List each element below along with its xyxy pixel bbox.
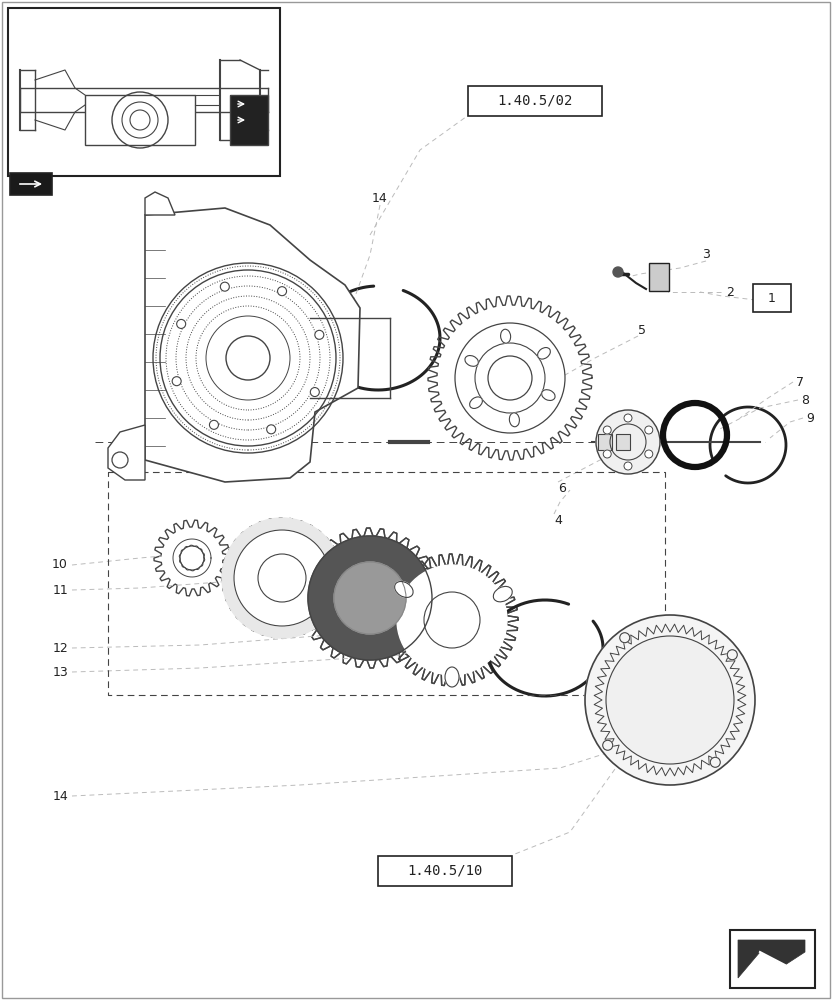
Circle shape: [603, 450, 612, 458]
Circle shape: [602, 740, 612, 750]
Text: 10: 10: [52, 558, 68, 572]
Circle shape: [310, 388, 319, 397]
Circle shape: [645, 426, 653, 434]
FancyBboxPatch shape: [598, 434, 612, 450]
Text: 2: 2: [726, 286, 734, 298]
Ellipse shape: [394, 581, 414, 597]
Circle shape: [308, 536, 432, 660]
FancyBboxPatch shape: [85, 95, 195, 145]
Circle shape: [645, 450, 653, 458]
Polygon shape: [145, 192, 175, 215]
Circle shape: [711, 757, 721, 767]
Circle shape: [727, 650, 737, 660]
Circle shape: [222, 518, 342, 638]
Circle shape: [278, 287, 286, 296]
Polygon shape: [108, 425, 145, 480]
Ellipse shape: [509, 413, 519, 427]
Text: 1: 1: [768, 292, 776, 304]
Text: 11: 11: [52, 584, 68, 596]
Circle shape: [603, 426, 612, 434]
Ellipse shape: [445, 667, 459, 687]
Ellipse shape: [469, 397, 483, 408]
FancyBboxPatch shape: [753, 284, 791, 312]
Polygon shape: [738, 940, 805, 978]
FancyBboxPatch shape: [378, 856, 512, 886]
FancyBboxPatch shape: [10, 173, 52, 195]
Circle shape: [596, 410, 660, 474]
Ellipse shape: [501, 329, 511, 343]
Text: 13: 13: [52, 666, 68, 678]
Circle shape: [234, 530, 330, 626]
Text: 5: 5: [638, 324, 646, 336]
Text: 7: 7: [796, 375, 804, 388]
Ellipse shape: [465, 356, 478, 366]
FancyBboxPatch shape: [616, 434, 630, 450]
Text: 14: 14: [372, 192, 388, 205]
Circle shape: [613, 267, 623, 277]
Text: 14: 14: [52, 790, 68, 802]
Ellipse shape: [542, 390, 555, 400]
Ellipse shape: [493, 586, 513, 602]
Text: 1.40.5/02: 1.40.5/02: [498, 94, 572, 108]
Circle shape: [397, 565, 507, 675]
Text: 9: 9: [806, 412, 814, 424]
Circle shape: [606, 636, 734, 764]
Polygon shape: [145, 208, 360, 482]
Circle shape: [172, 377, 181, 386]
FancyBboxPatch shape: [8, 8, 280, 176]
Circle shape: [112, 452, 128, 468]
Circle shape: [220, 282, 230, 291]
Circle shape: [624, 414, 632, 422]
Circle shape: [210, 420, 219, 429]
FancyBboxPatch shape: [649, 263, 669, 291]
Circle shape: [267, 425, 275, 434]
Circle shape: [620, 633, 630, 643]
Circle shape: [624, 462, 632, 470]
FancyBboxPatch shape: [230, 95, 268, 145]
Ellipse shape: [537, 348, 550, 359]
Text: 1.40.5/10: 1.40.5/10: [408, 864, 483, 878]
FancyBboxPatch shape: [468, 86, 602, 116]
Text: 8: 8: [801, 393, 809, 406]
Text: 12: 12: [52, 642, 68, 654]
Circle shape: [585, 615, 755, 785]
Text: 4: 4: [554, 514, 562, 526]
FancyBboxPatch shape: [730, 930, 815, 988]
Text: 6: 6: [558, 482, 566, 494]
Circle shape: [314, 330, 324, 339]
Circle shape: [334, 562, 406, 634]
Circle shape: [176, 319, 186, 328]
Text: 3: 3: [702, 248, 710, 261]
